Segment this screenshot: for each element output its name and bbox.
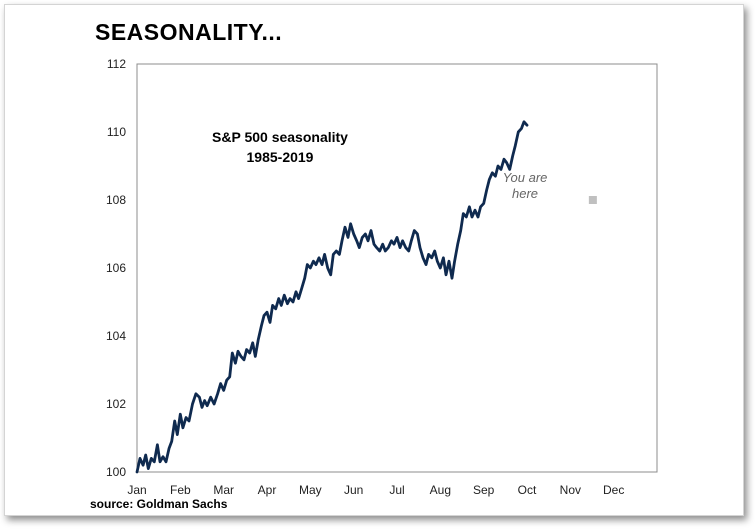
x-tick-label: Jul [389, 483, 404, 497]
annotation-line-2: here [512, 186, 538, 201]
x-tick-label: Jun [344, 483, 363, 497]
x-tick-label: Nov [560, 483, 581, 497]
plot-area [136, 63, 658, 473]
you-are-here-marker [588, 196, 597, 204]
chart-inner-title-line-1: S&P 500 seasonality [212, 129, 348, 145]
x-tick-label: Aug [430, 483, 451, 497]
headline: SEASONALITY... [95, 19, 283, 45]
x-tick-label: Dec [603, 483, 624, 497]
series-line [135, 120, 529, 474]
x-tick-label: Mar [213, 483, 234, 497]
annotation-line-1: You are [503, 170, 548, 185]
x-tick-label: May [299, 483, 322, 497]
x-tick-label: Apr [258, 483, 277, 497]
y-tick-label: 104 [106, 329, 126, 343]
source-note: source: Goldman Sachs [90, 497, 228, 511]
x-tick-label: Sep [473, 483, 495, 497]
y-tick-label: 112 [107, 57, 126, 71]
x-tick-label: Oct [518, 483, 537, 497]
y-axis-ticks: 100 102 104 106 108 110 112 [106, 57, 126, 479]
chart-inner-title-line-2: 1985-2019 [247, 149, 314, 165]
y-tick-label: 100 [106, 465, 126, 479]
y-tick-label: 102 [106, 397, 126, 411]
y-tick-label: 106 [106, 261, 126, 275]
y-tick-label: 108 [106, 193, 126, 207]
x-tick-label: Feb [170, 483, 191, 497]
y-tick-label: 110 [107, 125, 126, 139]
x-tick-label: Jan [127, 483, 146, 497]
x-axis-ticks: Jan Feb Mar Apr May Jun Jul Aug Sep Oct Nov Dec [127, 483, 624, 497]
